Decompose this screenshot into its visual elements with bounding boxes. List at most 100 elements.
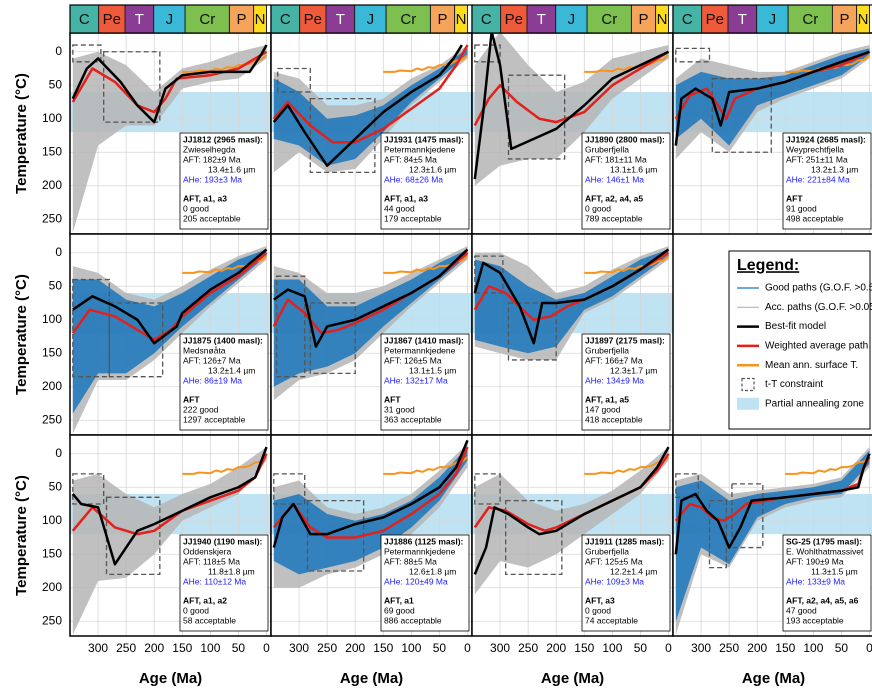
- period: [184, 5, 230, 33]
- sample-title: JJ1886 (1125 masl):: [384, 536, 464, 546]
- x-tick-label: 200: [345, 641, 365, 655]
- model-constraints: AFT, a2, a4, a5, a6: [786, 595, 859, 605]
- period-label: N: [657, 11, 668, 28]
- period-label: Pe: [505, 11, 523, 28]
- sample-detail: 12.3±1.7 µm: [610, 365, 657, 375]
- info-box: [581, 333, 671, 431]
- info-box: [782, 132, 872, 230]
- t-t-constraint: [505, 500, 563, 576]
- weighted-average-path: [71, 50, 268, 114]
- good-count: 0 good: [585, 605, 611, 615]
- period: [856, 5, 871, 33]
- sample-title: JJ1911 (1285 masl):: [585, 536, 665, 546]
- x-tick-label: 0: [665, 641, 672, 655]
- y-axis-label: Temperature (°C): [13, 73, 30, 194]
- period: [454, 5, 469, 33]
- sample-detail: Gruberfjella: [585, 546, 629, 556]
- best-fit-model: [473, 248, 670, 345]
- acceptable-count: 498 acceptable: [786, 213, 844, 223]
- sample-detail: Weyprechtfjella: [786, 144, 844, 154]
- y-tick-label: 150: [42, 345, 62, 359]
- best-fit-model: [473, 446, 670, 575]
- x-tick-label: 100: [401, 641, 421, 655]
- sample-title: JJ1867 (1410 masl):: [384, 335, 464, 345]
- sample-detail: Gruberfjella: [585, 144, 629, 154]
- x-tick-label: 50: [835, 641, 849, 655]
- period-label: Cr: [400, 11, 416, 28]
- y-tick-label: 0: [55, 245, 62, 259]
- period-label: Pe: [706, 11, 724, 28]
- sample-detail: 13.1±1.5 µm: [409, 365, 456, 375]
- t-t-constraint: [711, 77, 772, 153]
- info-box: [581, 534, 671, 632]
- period-label: C: [280, 11, 291, 28]
- period: [655, 5, 670, 33]
- legend-label: Good paths (G.O.F. >0.5): [765, 283, 872, 294]
- acceptable-paths: [72, 45, 267, 233]
- panel-border: [672, 434, 872, 637]
- period: [630, 5, 657, 33]
- period-bar-border: [672, 4, 872, 34]
- sample-detail: 12.3±1.6 µm: [409, 164, 456, 174]
- info-box: [179, 132, 269, 230]
- x-tick-label: 200: [144, 641, 164, 655]
- sample-detail: AFT: 84±5 Ma: [384, 154, 437, 164]
- y-tick-label: 50: [49, 479, 63, 493]
- t-t-constraint: [507, 74, 566, 160]
- info-box: [380, 132, 470, 230]
- good-paths: [273, 249, 468, 387]
- ahe-age: AHe: 132±17 Ma: [384, 375, 448, 385]
- period: [253, 5, 268, 33]
- x-tick-label: 150: [775, 641, 795, 655]
- y-tick-label: 250: [42, 412, 62, 426]
- x-tick-label: 300: [691, 641, 711, 655]
- period-label: P: [438, 11, 448, 28]
- sample-detail: Petermannkjedene: [384, 345, 456, 355]
- best-fit-model: [273, 248, 469, 348]
- surface-temperature: [584, 54, 670, 73]
- x-tick-label: 300: [88, 641, 108, 655]
- x-tick-label: 100: [602, 641, 622, 655]
- period-label: P: [237, 11, 247, 28]
- x-axis-label: Age (Ma): [742, 670, 805, 687]
- good-count: 31 good: [384, 404, 415, 414]
- best-fit-model: [71, 446, 268, 566]
- panel: SG-25 (1795 masl):E. WohlthatmassivetAFT…: [673, 435, 872, 636]
- period-label: T: [738, 11, 747, 28]
- t-t-constraint: [273, 473, 306, 505]
- period-label: T: [537, 11, 546, 28]
- sample-detail: 11.3±1.5 µm: [811, 566, 858, 576]
- x-tick-label: 0: [866, 641, 872, 655]
- period-label: Cr: [802, 11, 818, 28]
- period-label: T: [135, 11, 144, 28]
- acceptable-count: 179 acceptable: [384, 213, 442, 223]
- model-constraints: AFT, a1, a3: [183, 193, 227, 203]
- good-count: 222 good: [183, 404, 219, 414]
- model-constraints: AFT, a1, a3: [384, 193, 428, 203]
- acceptable-paths: [474, 33, 669, 186]
- ahe-age: AHe: 68±26 Ma: [384, 174, 443, 184]
- sample-detail: 13.1±1.6 µm: [610, 164, 657, 174]
- good-count: 91 good: [786, 203, 817, 213]
- surface-temperature: [785, 456, 871, 475]
- x-axis-label: Age (Ma): [541, 670, 604, 687]
- good-count: 0 good: [183, 605, 209, 615]
- info-box: [380, 333, 470, 431]
- sample-detail: AFT: 181±11 Ma: [585, 154, 647, 164]
- legend-title: Legend:: [737, 257, 799, 274]
- x-tick-label: 250: [719, 641, 739, 655]
- t-t-constraint: [103, 51, 161, 123]
- period-label: Pe: [103, 11, 121, 28]
- x-axis-label: Age (Ma): [340, 670, 403, 687]
- ahe-age: AHe: 221±84 Ma: [786, 174, 850, 184]
- ahe-age: AHe: 193±3 Ma: [183, 174, 242, 184]
- model-constraints: AFT, a3: [585, 595, 615, 605]
- best-fit-model: [72, 248, 268, 345]
- y-tick-label: 200: [42, 580, 62, 594]
- ahe-age: AHe: 146±1 Ma: [585, 174, 644, 184]
